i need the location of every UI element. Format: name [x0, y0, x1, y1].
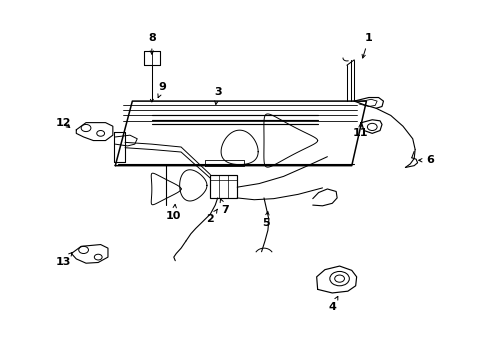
Text: 12: 12: [55, 118, 71, 128]
Text: 9: 9: [158, 82, 166, 98]
Bar: [210, 175, 237, 198]
Text: 7: 7: [220, 199, 228, 216]
Text: 4: 4: [327, 296, 337, 312]
Text: 5: 5: [262, 212, 270, 228]
Text: 10: 10: [166, 204, 181, 221]
Text: 13: 13: [55, 252, 72, 267]
Text: 11: 11: [352, 123, 367, 138]
Text: 3: 3: [213, 87, 221, 104]
Text: 6: 6: [418, 155, 433, 165]
Text: 2: 2: [206, 209, 217, 224]
Text: 1: 1: [361, 33, 372, 58]
Text: 8: 8: [148, 33, 155, 54]
